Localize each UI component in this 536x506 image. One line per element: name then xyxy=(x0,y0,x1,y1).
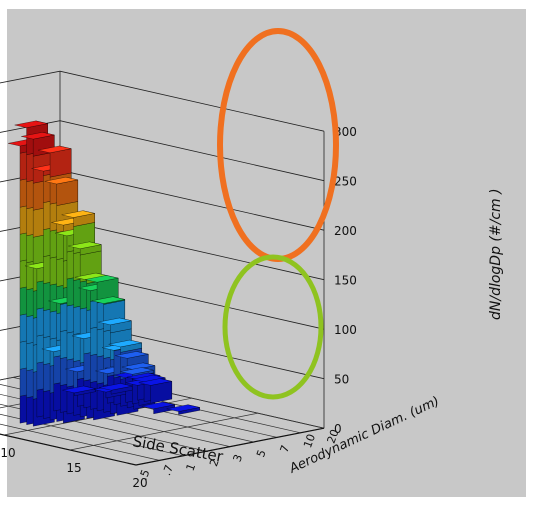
x-tick-labels: 05101520 xyxy=(0,446,147,490)
y-tick-label: 1 xyxy=(184,462,199,473)
bar-face-top xyxy=(85,275,119,283)
bar-face-top xyxy=(98,317,132,325)
bar-face-top xyxy=(166,404,200,412)
z-right-tick-labels: 0 50 100 150 200 250 300 xyxy=(334,125,357,436)
bar-face-top xyxy=(62,385,96,394)
y-tick-labels: .5 .7 1 2 3 5 7 10 20 xyxy=(137,428,342,482)
x-tick-label: 15 xyxy=(66,461,81,475)
bar-face-side xyxy=(56,179,78,206)
bar-face-top xyxy=(68,241,102,249)
bar-face-top xyxy=(14,120,48,128)
z-right-tick-label: 50 xyxy=(334,373,349,387)
y-tick-label: 3 xyxy=(231,453,246,464)
z-right-tick-label: 300 xyxy=(334,125,357,139)
bar-face-top xyxy=(91,296,125,304)
bar-face-top xyxy=(108,339,142,348)
bar-face-top xyxy=(141,401,175,410)
bar-face-top xyxy=(120,367,154,375)
annotation-ellipse-green xyxy=(222,254,324,400)
floor-grid-line xyxy=(0,403,207,452)
bar-face-side xyxy=(49,148,72,178)
y-tick-label: .7 xyxy=(160,463,176,477)
bars-group xyxy=(8,120,200,427)
z-right-tick-label: 250 xyxy=(334,175,357,189)
bar-face-top xyxy=(21,132,55,140)
x-tick-label: 10 xyxy=(0,446,15,460)
z-right-tick-label: 100 xyxy=(334,323,357,337)
y-tick-label: 10 xyxy=(301,432,318,450)
y-tick-label: 2 xyxy=(207,457,222,468)
bar-face-top xyxy=(115,351,149,359)
bar-face-top xyxy=(61,210,95,218)
bar-face-top xyxy=(138,378,172,386)
axis-front-edges xyxy=(0,427,325,466)
floor-grid-line xyxy=(0,423,160,461)
y-tick-label: .5 xyxy=(137,468,153,482)
bar-face-top xyxy=(44,177,78,185)
z-right-tick-label: 150 xyxy=(334,274,357,288)
bar-face-top xyxy=(38,145,72,153)
y-tick-label: 5 xyxy=(254,448,269,459)
y-tick-label: 7 xyxy=(278,443,293,454)
axes xyxy=(0,427,325,466)
z-axis-title: dN/dlogDp (#/cm ) xyxy=(488,188,504,320)
z-right-tick-label: 0 xyxy=(334,422,342,436)
z-right-tick-label: 200 xyxy=(334,224,357,238)
y-tick-label: 20 xyxy=(325,428,342,446)
floor-grid-line xyxy=(0,413,184,457)
bar-face-top xyxy=(99,383,133,391)
x-tick-label: 20 xyxy=(132,476,147,490)
